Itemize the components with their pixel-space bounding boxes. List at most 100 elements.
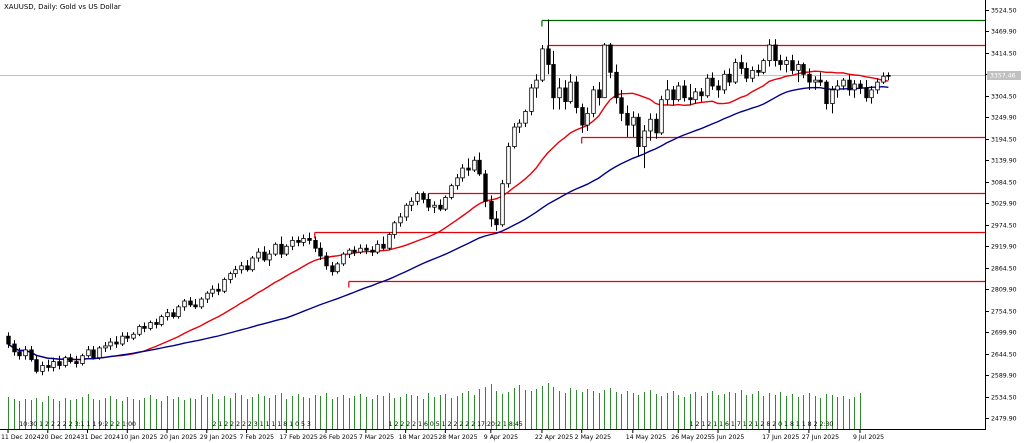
candle-body — [108, 341, 113, 347]
y-tick-label: 2699.90 — [991, 330, 1017, 337]
candle-body — [335, 263, 340, 273]
candle-body — [125, 335, 130, 339]
candle — [381, 236, 386, 251]
candle — [182, 299, 187, 311]
moving-average-line — [7, 70, 889, 361]
candle-body — [477, 159, 482, 175]
candle — [148, 320, 153, 331]
candle-body — [500, 183, 505, 226]
candle — [318, 242, 323, 260]
candle — [602, 43, 607, 99]
candle-body — [51, 361, 56, 368]
candle — [472, 156, 477, 172]
candle — [477, 152, 482, 176]
candle-body — [847, 79, 852, 91]
candle-body — [631, 116, 636, 126]
candle-body — [370, 249, 375, 253]
candle-body — [494, 218, 499, 226]
candle-body — [91, 349, 96, 359]
current-price-label: 3357.46 — [987, 71, 1021, 80]
candle-body — [716, 85, 721, 91]
candle — [529, 84, 534, 116]
candle-body — [228, 273, 233, 280]
candle-body — [614, 71, 619, 99]
candle-body — [784, 60, 789, 65]
candle — [506, 142, 511, 188]
candle — [778, 54, 783, 71]
candle — [756, 64, 761, 77]
candle-body — [392, 222, 397, 235]
candle-body — [727, 73, 732, 83]
candle — [307, 232, 312, 245]
volume-strip-label: 10:30 1 2 2 2 2 2 3:1 1 1 9:2 2 2 1:00 — [19, 421, 136, 428]
candle — [830, 86, 835, 114]
candle-body — [296, 240, 301, 243]
candle-body — [540, 48, 545, 81]
candle-body — [551, 64, 556, 99]
candle — [551, 50, 556, 110]
candle-body — [790, 60, 795, 71]
candle-body — [165, 312, 170, 318]
candle-body — [886, 75, 891, 77]
candle-body — [563, 87, 568, 103]
candle — [210, 285, 215, 298]
candle-body — [426, 198, 431, 208]
candle-body — [654, 118, 659, 134]
candle-body — [188, 300, 193, 306]
candle — [761, 58, 766, 75]
candle — [580, 103, 585, 133]
candle — [193, 299, 198, 309]
candle — [455, 173, 460, 190]
candle — [29, 345, 34, 362]
candle-body — [875, 81, 880, 91]
candle — [188, 297, 193, 307]
candle-body — [34, 359, 39, 372]
candle — [392, 220, 397, 239]
candle — [824, 80, 829, 110]
candle — [744, 62, 749, 83]
candle-body — [233, 269, 238, 275]
candle-body — [358, 247, 363, 253]
candle-body — [256, 251, 261, 259]
candle — [387, 232, 392, 251]
y-tick-label: 3084.50 — [991, 180, 1017, 187]
x-tick-label: 20 Dec 2024 — [41, 434, 81, 441]
candle — [847, 74, 852, 96]
y-tick-label: 2644.50 — [991, 352, 1017, 359]
candle — [290, 236, 295, 251]
candle-body — [648, 118, 653, 132]
candle — [108, 338, 113, 350]
candle-body — [40, 365, 45, 372]
candle — [438, 199, 443, 212]
candle-body — [199, 298, 204, 308]
candle — [296, 236, 301, 247]
candle-body — [290, 240, 295, 247]
candle — [494, 211, 499, 231]
x-tick-label: 27 Jun 2025 — [802, 434, 839, 441]
candle — [654, 113, 659, 139]
candle — [563, 80, 568, 110]
candle — [103, 342, 108, 352]
candle — [273, 242, 278, 257]
candle — [262, 246, 267, 262]
y-tick-label: 3139.90 — [991, 158, 1017, 165]
candle-body — [659, 99, 664, 134]
candle — [858, 80, 863, 94]
candle-body — [222, 279, 227, 292]
x-tick-label: 5 Jun 2025 — [711, 434, 744, 441]
x-tick-label: 26 Feb 2025 — [319, 434, 358, 441]
candle — [370, 246, 375, 257]
candle — [114, 336, 119, 348]
x-tick-label: 26 May 2025 — [671, 434, 711, 441]
candle — [120, 332, 125, 346]
candle-body — [824, 81, 829, 104]
candle — [409, 197, 414, 212]
candle-body — [801, 64, 806, 75]
candle-body — [148, 322, 153, 329]
candle — [671, 86, 676, 106]
candle-body — [341, 253, 346, 265]
candle — [375, 240, 380, 255]
candle-body — [103, 345, 108, 349]
candle — [597, 82, 602, 106]
candle-body — [841, 79, 846, 87]
